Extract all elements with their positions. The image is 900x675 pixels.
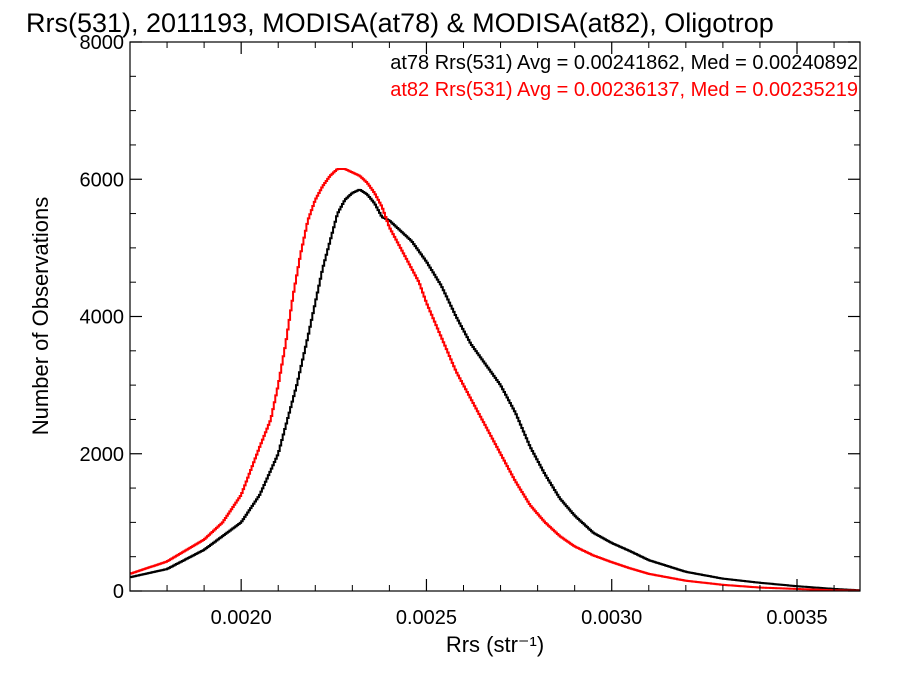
series-line-at82 [130,167,860,591]
legend: at78 Rrs(531) Avg = 0.00241862, Med = 0.… [390,52,858,101]
x-tick-label: 0.0025 [396,607,457,629]
y-tick-label: 6000 [80,169,125,191]
plot-frame [129,41,861,592]
legend-entry-at82: at82 Rrs(531) Avg = 0.00236137, Med = 0.… [390,79,858,101]
x-tick-label: 0.0035 [766,607,827,629]
chart-title: Rrs(531), 2011193, MODISA(at78) & MODISA… [26,8,774,38]
y-tick-label: 2000 [80,444,125,466]
series-line-at78 [130,188,860,591]
axis-ticks: 0.0020 0.0025 0.0030 0.0035 0 2000 4000 6000 800… [80,32,860,629]
y-tick-label: 0 [113,581,124,603]
x-tick-label: 0.0030 [581,607,642,629]
y-tick-label: 8000 [80,32,125,54]
legend-entry-at78: at78 Rrs(531) Avg = 0.00241862, Med = 0.… [390,52,858,74]
plot-area: 0.0020 0.0025 0.0030 0.0035 0 2000 4000 6000 800… [80,32,861,629]
y-tick-label: 4000 [80,307,125,329]
series-layer [130,167,860,591]
y-axis-label: Number of Observations [28,197,53,435]
x-tick-label: 0.0020 [211,607,272,629]
x-axis-label: Rrs (str⁻¹) [446,632,544,657]
